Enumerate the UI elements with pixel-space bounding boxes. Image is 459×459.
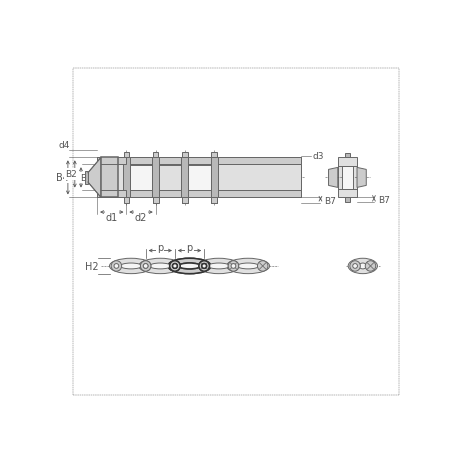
Text: d2: d2 xyxy=(134,212,147,222)
Bar xyxy=(182,153,187,158)
Circle shape xyxy=(228,261,238,272)
Circle shape xyxy=(202,264,206,269)
Bar xyxy=(101,158,118,198)
Circle shape xyxy=(169,261,180,272)
Bar xyxy=(129,166,152,190)
Bar xyxy=(181,158,188,198)
Bar xyxy=(123,153,129,158)
Circle shape xyxy=(230,264,235,269)
Bar xyxy=(211,153,216,158)
Bar xyxy=(344,198,349,202)
Circle shape xyxy=(140,261,151,272)
Bar xyxy=(97,158,301,198)
Bar xyxy=(97,158,126,165)
Ellipse shape xyxy=(120,263,141,269)
Polygon shape xyxy=(356,168,365,188)
Bar xyxy=(210,158,217,198)
Circle shape xyxy=(364,261,375,272)
Ellipse shape xyxy=(226,259,269,274)
Circle shape xyxy=(257,261,267,272)
Text: B1: B1 xyxy=(79,174,91,183)
Bar xyxy=(152,158,159,198)
Text: d4: d4 xyxy=(58,140,69,150)
Text: B2: B2 xyxy=(65,170,77,179)
Bar xyxy=(123,198,129,203)
Circle shape xyxy=(198,261,209,272)
Bar xyxy=(153,153,158,158)
Bar xyxy=(152,198,158,203)
Bar xyxy=(341,167,352,190)
Bar xyxy=(97,191,301,198)
Bar xyxy=(188,166,210,190)
Ellipse shape xyxy=(179,263,200,269)
Circle shape xyxy=(172,264,177,269)
Text: B7: B7 xyxy=(377,196,389,205)
Bar xyxy=(153,198,158,203)
Circle shape xyxy=(114,264,118,269)
Circle shape xyxy=(169,261,180,272)
Ellipse shape xyxy=(149,263,171,269)
Circle shape xyxy=(198,261,209,272)
Bar xyxy=(159,166,181,190)
Ellipse shape xyxy=(168,259,211,274)
Ellipse shape xyxy=(347,259,377,274)
Ellipse shape xyxy=(109,259,152,274)
Circle shape xyxy=(349,261,359,272)
Circle shape xyxy=(172,264,177,269)
Bar xyxy=(182,198,187,203)
Ellipse shape xyxy=(179,263,200,269)
Text: B4: B4 xyxy=(56,173,69,183)
Circle shape xyxy=(169,261,180,272)
Ellipse shape xyxy=(197,259,240,274)
Text: p: p xyxy=(157,242,163,252)
Ellipse shape xyxy=(358,263,366,269)
Circle shape xyxy=(198,261,209,272)
Ellipse shape xyxy=(168,259,211,274)
Circle shape xyxy=(172,264,177,269)
Circle shape xyxy=(111,261,121,272)
Bar xyxy=(97,165,301,191)
Text: B7: B7 xyxy=(324,196,336,205)
Bar xyxy=(344,153,349,158)
Circle shape xyxy=(143,264,148,269)
Bar xyxy=(211,198,216,203)
Bar xyxy=(97,191,126,198)
Ellipse shape xyxy=(139,259,181,274)
Text: p: p xyxy=(186,242,192,252)
Ellipse shape xyxy=(207,263,229,269)
Circle shape xyxy=(352,264,357,269)
Circle shape xyxy=(202,264,206,269)
Bar xyxy=(84,172,88,184)
Polygon shape xyxy=(328,168,337,188)
Text: d1: d1 xyxy=(106,212,118,222)
Polygon shape xyxy=(88,158,101,198)
Bar xyxy=(123,158,129,198)
Bar xyxy=(181,198,188,203)
Circle shape xyxy=(140,261,151,272)
Bar xyxy=(97,158,301,165)
Bar xyxy=(211,198,217,203)
Text: H2: H2 xyxy=(85,261,98,271)
Ellipse shape xyxy=(237,263,258,269)
Bar xyxy=(337,158,356,198)
Circle shape xyxy=(228,261,238,272)
Text: d3: d3 xyxy=(312,152,324,161)
Circle shape xyxy=(143,264,148,269)
